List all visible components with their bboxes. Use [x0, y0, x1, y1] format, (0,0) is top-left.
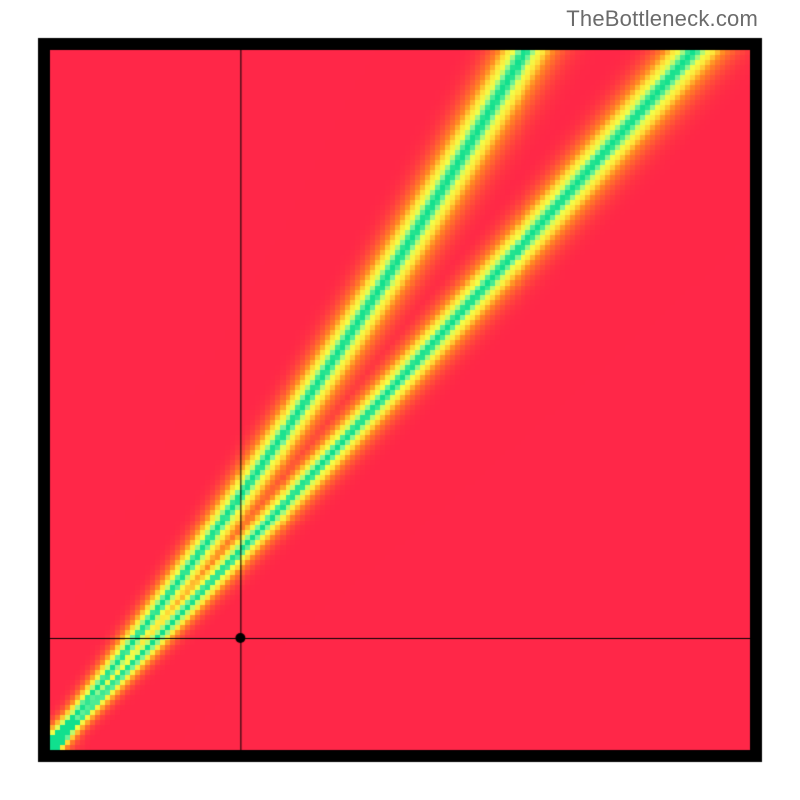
attribution-label: TheBottleneck.com	[566, 6, 758, 32]
chart-root: TheBottleneck.com	[0, 0, 800, 800]
bottleneck-heatmap	[0, 0, 800, 800]
